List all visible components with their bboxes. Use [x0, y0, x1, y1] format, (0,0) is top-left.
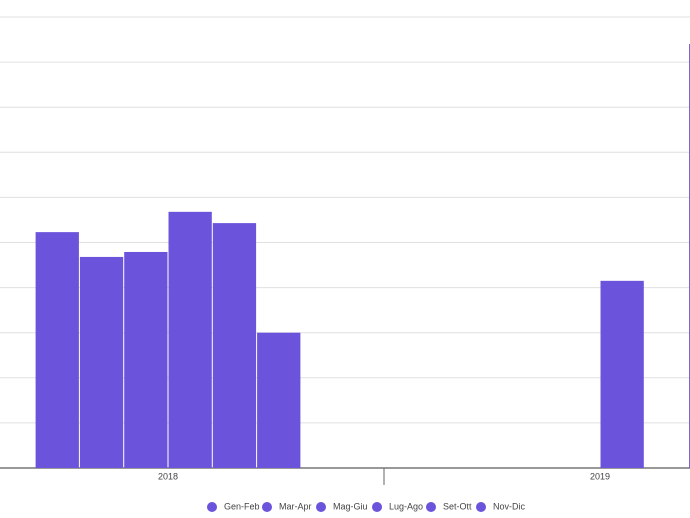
- legend-marker: [207, 502, 217, 512]
- bar: [257, 332, 301, 468]
- bar: [168, 211, 212, 468]
- x-tick-label: 2019: [590, 471, 610, 481]
- bar: [600, 280, 644, 468]
- legend-marker: [426, 502, 436, 512]
- legend-marker: [476, 502, 486, 512]
- legend-marker: [262, 502, 272, 512]
- bar: [124, 251, 168, 468]
- bar: [79, 256, 124, 468]
- legend-label: Set-Ott: [443, 501, 472, 511]
- legend-marker: [316, 502, 326, 512]
- legend-label: Mag-Giu: [333, 501, 368, 511]
- legend-label: Mar-Apr: [279, 501, 312, 511]
- x-tick-label: 2018: [158, 471, 178, 481]
- legend-label: Lug-Ago: [389, 501, 423, 511]
- legend-marker: [372, 502, 382, 512]
- legend-label: Gen-Feb: [224, 501, 260, 511]
- legend-label: Nov-Dic: [493, 501, 526, 511]
- bar: [35, 232, 79, 468]
- bar: [212, 223, 257, 468]
